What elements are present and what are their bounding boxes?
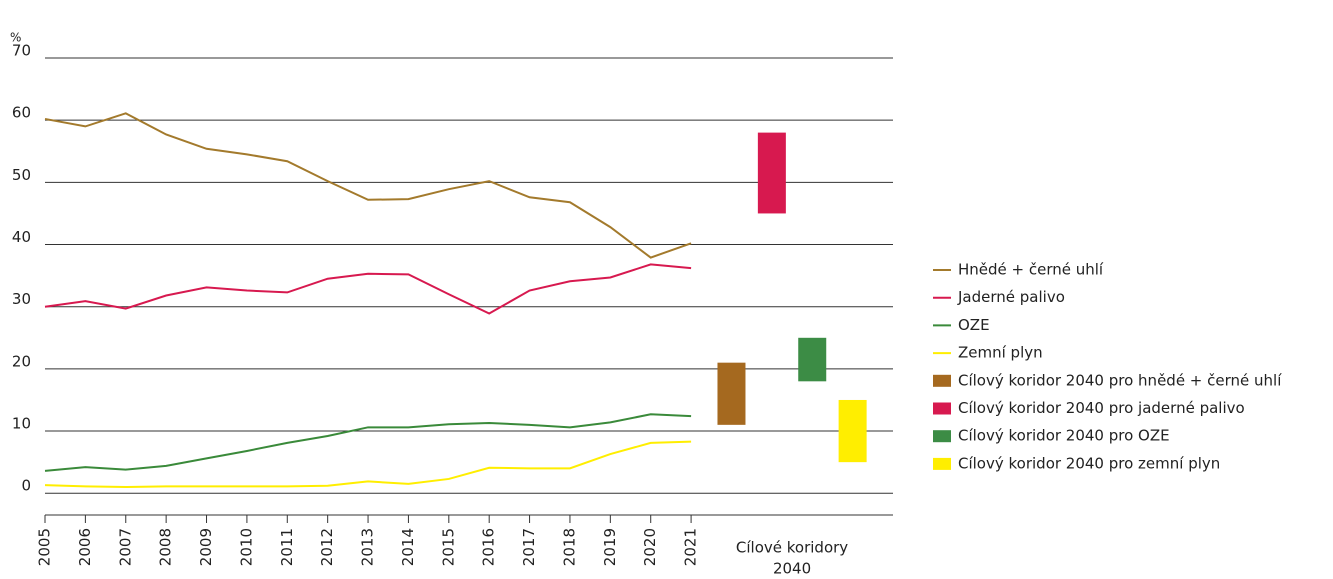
- line: [44, 413, 692, 472]
- line: [44, 440, 692, 489]
- corridor-bar: [798, 337, 827, 382]
- legend-label: Cílový koridor 2040 pro jaderné palivo: [958, 399, 1245, 417]
- y-tick-label: 60: [12, 104, 31, 122]
- legend-label: OZE: [958, 316, 990, 334]
- x-tick-label: 2008: [157, 528, 175, 566]
- y-tick-label: 50: [12, 166, 31, 184]
- corridor-label: Cílové koridory: [736, 539, 848, 557]
- x-tick-label: 2020: [641, 528, 659, 566]
- x-tick-label: 2007: [116, 528, 134, 566]
- line: [44, 263, 692, 315]
- x-tick-label: 2015: [439, 528, 457, 566]
- legend-label: Cílový koridor 2040 pro zemní plyn: [958, 454, 1220, 472]
- legend-swatch: [933, 457, 951, 470]
- x-tick-label: 2018: [560, 528, 578, 566]
- x-tick-label: 2017: [520, 528, 538, 566]
- legend-swatch: [933, 430, 951, 443]
- corridor-bar: [717, 362, 746, 425]
- y-tick-label: 30: [12, 290, 31, 308]
- legend-label: Cílový koridor 2040 pro hnědé + černé uh…: [958, 371, 1282, 389]
- x-tick-label: 2006: [76, 528, 94, 566]
- x-tick-label: 2019: [601, 528, 619, 566]
- legend-label: Cílový koridor 2040 pro OZE: [958, 427, 1170, 445]
- x-tick-label: 2009: [197, 528, 215, 566]
- legend-label: Hnědé + černé uhlí: [958, 261, 1104, 279]
- y-axis-label: %: [10, 31, 21, 45]
- corridor-bar: [757, 132, 786, 214]
- legend-label: Jaderné palivo: [957, 288, 1065, 306]
- x-tick-label: 2016: [480, 528, 498, 566]
- corridor-bar: [838, 399, 867, 463]
- corridor-label: 2040: [773, 560, 811, 578]
- y-tick-label: 20: [12, 352, 31, 370]
- x-tick-label: 2021: [682, 528, 700, 566]
- x-tick-label: 2010: [237, 528, 255, 566]
- y-tick-label: 70: [12, 42, 31, 60]
- y-tick-label: 10: [12, 415, 31, 433]
- y-tick-label: 0: [21, 477, 31, 495]
- x-tick-label: 2012: [318, 528, 336, 566]
- y-tick-label: 40: [12, 228, 31, 246]
- line: [44, 112, 692, 259]
- x-tick-label: 2013: [359, 528, 377, 566]
- legend-swatch: [933, 402, 951, 415]
- legend-label: Zemní plyn: [958, 344, 1043, 362]
- legend-swatch: [933, 374, 951, 387]
- x-tick-label: 2014: [399, 528, 417, 566]
- x-tick-label: 2005: [36, 528, 54, 566]
- x-tick-label: 2011: [278, 528, 296, 566]
